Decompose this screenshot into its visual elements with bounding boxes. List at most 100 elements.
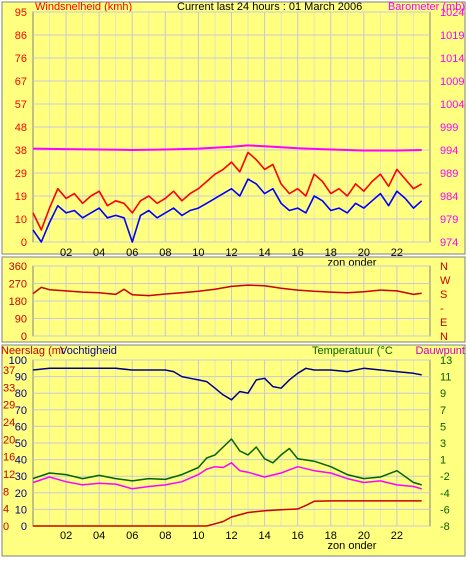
x-tick-label: 08 (159, 530, 171, 542)
wind-axis-title: Windsnelheid (kmh) (35, 1, 132, 13)
y-tick-label-right: -2 (440, 471, 450, 483)
rain-tick-label: 37 (3, 365, 15, 377)
x-tick-label: 14 (258, 530, 270, 542)
dewpoint-axis-title: Dauwpunt (415, 345, 465, 357)
y-tick-label-left: 38 (15, 145, 27, 157)
x-tick-label: 16 (292, 247, 304, 259)
x-tick-label: 06 (126, 247, 138, 259)
y-tick-label-right: 999 (440, 122, 458, 134)
x-tick-label: 04 (93, 530, 105, 542)
rain-tick-label: 0 (3, 521, 9, 533)
y-tick-label-right: -8 (440, 521, 450, 533)
x-tick-label: 20 (358, 247, 370, 259)
y-tick-label-left: 30 (15, 471, 27, 483)
y-tick-label-right: 11 (440, 372, 451, 384)
x-tick-label: 16 (292, 530, 304, 542)
y-tick-label-left: 67 (15, 76, 27, 88)
direction-label: E (440, 317, 447, 329)
y-tick-label-left: 360 (9, 261, 27, 273)
y-tick-label-left: 0 (21, 237, 27, 249)
y-tick-label-left: 40 (15, 455, 27, 467)
rain-line (33, 500, 422, 527)
y-tick-label-left: 100 (9, 355, 27, 367)
y-tick-label-right: 1009 (440, 76, 464, 88)
wind-speed-line (32, 151, 423, 231)
y-tick-label-left: 10 (15, 214, 27, 226)
y-tick-label-left: 80 (15, 388, 27, 400)
humidity-axis-title: Vochtigheid (60, 345, 117, 357)
y-tick-label-left: 76 (15, 53, 27, 65)
temperature-axis-title: Temperatuur (°C (312, 345, 393, 357)
y-tick-label-left: 57 (15, 99, 27, 111)
y-tick-label-left: 0 (21, 521, 27, 533)
direction-label: N (440, 331, 448, 343)
x-tick-label: 06 (126, 530, 138, 542)
x-tick-label: 22 (391, 530, 403, 542)
y-tick-label-right: 7 (440, 405, 446, 417)
y-tick-label-left: 70 (15, 405, 27, 417)
y-tick-label-right: -4 (440, 488, 450, 500)
y-tick-label-right: 5 (440, 421, 446, 433)
y-tick-label-left: 50 (15, 438, 27, 450)
x-tick-label: 02 (60, 530, 72, 542)
y-tick-label-left: 20 (15, 488, 27, 500)
y-tick-label-left: 48 (15, 122, 27, 134)
wind-gust-line (32, 178, 423, 243)
y-tick-label-left: 29 (15, 168, 27, 180)
x-tick-label: 10 (192, 247, 204, 259)
y-tick-label-left: 90 (15, 372, 27, 384)
barometer-axis-title: Barometer (mb) (388, 1, 465, 13)
y-tick-label-left: 60 (15, 421, 27, 433)
dewpoint-line (32, 462, 422, 490)
y-tick-label-right: 984 (440, 191, 458, 203)
x-tick-label: 10 (192, 530, 204, 542)
rain-tick-label: 29 (3, 400, 15, 412)
rain-axis-title: Neerslag (mr (1, 345, 65, 357)
x-tick-label: 02 (60, 247, 72, 259)
rain-tick-label: 4 (3, 504, 9, 516)
rain-tick-label: 8 (3, 486, 9, 498)
rain-tick-label: 33 (3, 382, 15, 394)
y-tick-label-right: 1014 (440, 53, 464, 65)
chart-title: Current last 24 hours : 01 March 2006 (177, 1, 362, 13)
x-tick-label: 20 (358, 530, 370, 542)
y-tick-label-right: 9 (440, 388, 446, 400)
y-tick-label-right: -6 (440, 504, 450, 516)
y-tick-label-right: 989 (440, 168, 458, 180)
rain-tick-label: 20 (3, 434, 15, 446)
y-tick-label-right: 1 (440, 455, 446, 467)
y-tick-label-left: 90 (15, 314, 27, 326)
rain-tick-label: 24 (3, 417, 15, 429)
y-tick-label-right: 13 (440, 355, 452, 367)
x-tick-label: 12 (225, 247, 237, 259)
y-tick-label-left: 19 (15, 191, 27, 203)
y-tick-label-left: 86 (15, 30, 27, 42)
x-tick-label: 12 (225, 530, 237, 542)
rain-tick-label: 12 (3, 469, 15, 481)
rain-x-label: zon onder (328, 540, 377, 552)
y-tick-label-left: 95 (15, 7, 27, 19)
y-tick-label-right: 1019 (440, 30, 464, 42)
y-tick-label-left: 270 (9, 279, 27, 291)
barometer-line (32, 144, 422, 152)
x-tick-label: 14 (258, 247, 270, 259)
y-tick-label-left: 180 (9, 296, 27, 308)
temperature-line (32, 438, 422, 486)
y-tick-label-right: 1024 (440, 7, 464, 19)
wind-direction-line (32, 284, 422, 297)
direction-label: S (440, 289, 447, 301)
direction-label: - (440, 303, 444, 315)
x-tick-label: 22 (391, 247, 403, 259)
y-tick-label-right: 994 (440, 145, 458, 157)
y-tick-label-left: 10 (15, 504, 27, 516)
x-tick-label: 18 (325, 247, 337, 259)
y-tick-label-right: 1004 (440, 99, 464, 111)
y-tick-label-right: 3 (440, 438, 446, 450)
x-tick-label: 18 (325, 530, 337, 542)
x-tick-label: 04 (93, 247, 105, 259)
direction-label: W (440, 275, 451, 287)
y-tick-label-right: 974 (440, 237, 458, 249)
x-tick-label: 08 (159, 247, 171, 259)
